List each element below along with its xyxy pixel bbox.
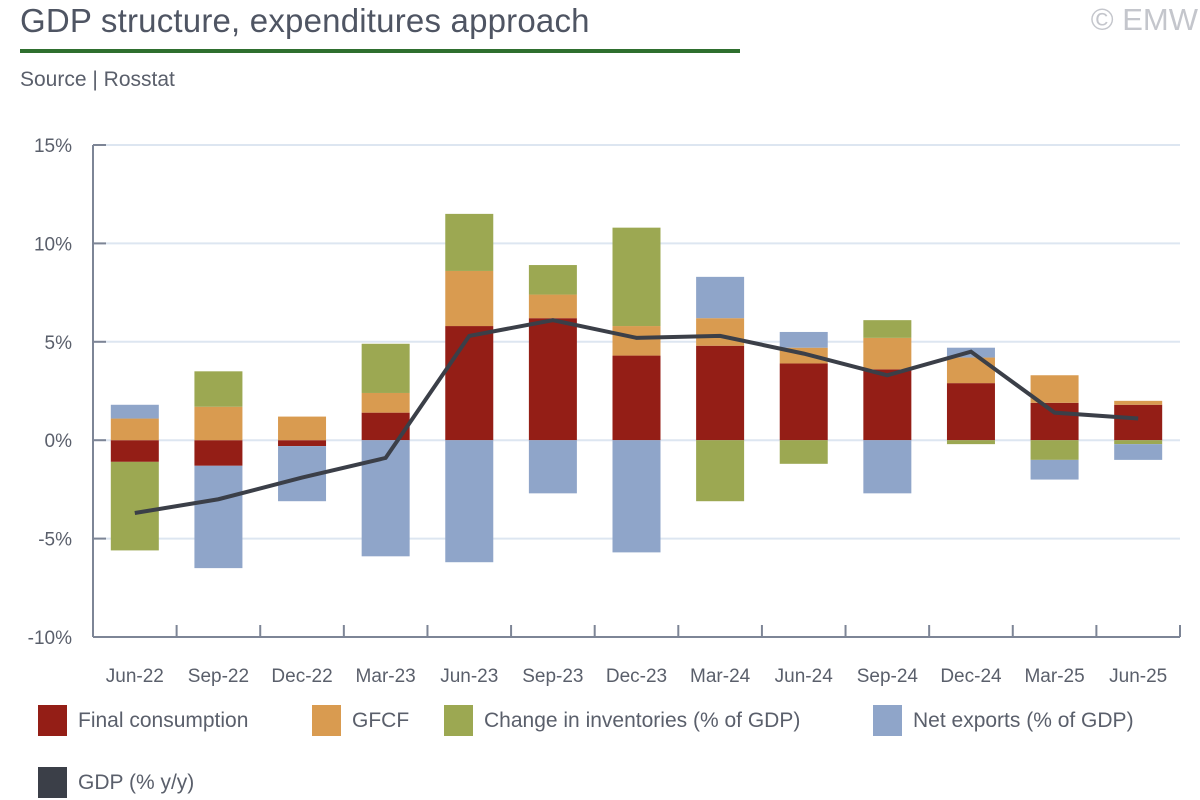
legend-label: Change in inventories (% of GDP) (484, 708, 801, 732)
legend-item-gfcf: GFCF (312, 705, 409, 736)
bar-segment-final-consumption (779, 363, 828, 441)
bar-segment-net-exports (612, 440, 661, 553)
bar-segment-net-exports (779, 331, 828, 348)
bar-segment-net-exports (110, 404, 159, 419)
x-tick-label: Dec-24 (940, 666, 1002, 687)
x-tick-label: Jun-22 (106, 666, 164, 687)
bar-segment-gfcf (946, 357, 995, 384)
bar-segment-final-consumption (194, 440, 243, 466)
bar-segment-inventories (696, 440, 745, 502)
gdp-line-layer (134, 318, 1139, 515)
bar-segment-gfcf (194, 406, 243, 441)
bar-segment-net-exports (528, 440, 577, 494)
y-tick-labels: -10% -5% 0% 5% 10% 15% (28, 136, 72, 649)
bar-segment-inventories (863, 320, 912, 338)
legend-item-inventories: Change in inventories (% of GDP) (444, 705, 800, 736)
legend-swatch-inventories (444, 705, 473, 736)
x-tick-labels: Jun-22 Sep-22 Dec-22 Mar-23 Jun-23 Sep-23 Dec-… (106, 666, 1167, 687)
bar-segment-final-consumption (110, 440, 159, 462)
bar-segment-final-consumption (528, 318, 577, 441)
bar-segment-gfcf (1114, 400, 1163, 405)
x-tick-label: Mar-23 (356, 666, 416, 687)
bar-segment-gfcf (110, 418, 159, 441)
bar-segment-final-consumption (445, 326, 494, 441)
bar-segment-gfcf (528, 294, 577, 319)
x-tick-label: Dec-22 (271, 666, 332, 687)
bar-segment-inventories (1114, 440, 1163, 445)
y-tick-label: 10% (34, 234, 72, 255)
legend-label: GDP (% y/y) (78, 770, 195, 794)
bar-segment-gfcf (278, 416, 327, 441)
bar-segment-final-consumption (1030, 402, 1079, 441)
bar-segment-net-exports (1114, 444, 1163, 460)
bar-segment-gfcf (863, 337, 912, 370)
bar-segment-final-consumption (612, 355, 661, 441)
bar-segment-gfcf (1030, 375, 1079, 403)
legend-label: Net exports (% of GDP) (913, 708, 1134, 732)
bar-segment-final-consumption (1114, 404, 1163, 441)
bar-segment-net-exports (696, 276, 745, 319)
bar-segment-inventories (110, 461, 159, 551)
bar-segment-final-consumption (696, 345, 745, 441)
bar-segment-inventories (612, 227, 661, 327)
copyright-notice: © EMW (1090, 2, 1198, 37)
bar-segment-net-exports (1030, 459, 1079, 480)
legend-swatch-gdp (38, 767, 67, 798)
bar-segment-net-exports (194, 465, 243, 569)
axes (92, 144, 1181, 638)
x-tick-label: Dec-23 (606, 666, 667, 687)
legend-swatch-gfcf (312, 705, 341, 736)
x-tick-label: Sep-24 (857, 666, 919, 687)
legend-swatch-net-exports (873, 705, 902, 736)
legend-item-net-exports: Net exports (% of GDP) (873, 705, 1134, 736)
title-underline (20, 49, 740, 53)
legend-label: GFCF (352, 708, 410, 732)
bar-segment-inventories (779, 440, 828, 464)
x-tick-label: Sep-22 (188, 666, 249, 687)
legend-swatch-final-consumption (38, 705, 67, 736)
chart-area: -10% -5% 0% 5% 10% 15% Jun-22 Sep-22 Dec-22 Mar-… (28, 136, 1181, 687)
x-tick-label: Jun-24 (775, 666, 834, 687)
source-label: Source | Rosstat (20, 68, 175, 91)
bar-segment-net-exports (445, 440, 494, 563)
x-tick-label: Mar-24 (690, 666, 751, 687)
y-tick-label: 15% (34, 136, 72, 157)
legend-item-final-consumption: Final consumption (38, 705, 248, 736)
y-tick-label: 0% (45, 431, 73, 452)
bar-segment-final-consumption (863, 369, 912, 441)
legend-label: Final consumption (78, 708, 249, 732)
bar-segment-gfcf (361, 392, 410, 413)
bar-segment-final-consumption (946, 383, 995, 441)
chart-title: GDP structure, expenditures approach (20, 2, 590, 39)
x-tick-label: Sep-23 (522, 666, 583, 687)
bar-segment-inventories (946, 440, 995, 445)
bar-segment-inventories (445, 213, 494, 271)
x-tick-label: Jun-25 (1109, 666, 1167, 687)
bar-segment-gfcf (445, 270, 494, 327)
y-tick-label: 5% (45, 333, 73, 354)
y-tick-label: -5% (38, 530, 72, 551)
bars-layer (110, 213, 1163, 569)
bar-segment-net-exports (863, 440, 912, 494)
x-tick-label: Jun-23 (440, 666, 498, 687)
bar-segment-inventories (194, 371, 243, 407)
bar-segment-inventories (1030, 440, 1079, 460)
bar-segment-gfcf (696, 318, 745, 346)
bar-segment-gfcf (612, 326, 661, 356)
bar-segment-final-consumption (278, 440, 327, 447)
bar-segment-inventories (361, 343, 410, 393)
bar-segment-inventories (528, 265, 577, 295)
x-tick-label: Mar-25 (1024, 666, 1084, 687)
legend-item-gdp: GDP (% y/y) (38, 767, 194, 798)
y-tick-label: -10% (28, 628, 72, 649)
